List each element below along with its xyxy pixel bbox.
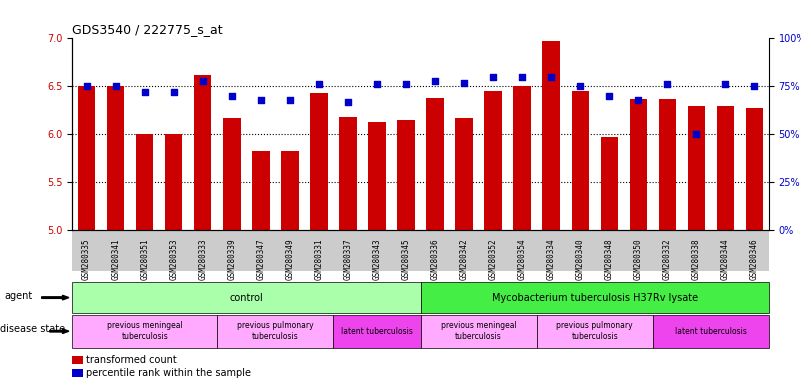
- Text: control: control: [229, 293, 264, 303]
- Point: [167, 89, 180, 95]
- Bar: [658, 99, 676, 230]
- Point: [719, 81, 732, 88]
- Bar: [455, 118, 473, 230]
- Bar: [165, 134, 183, 230]
- Bar: [136, 134, 153, 230]
- Bar: [310, 93, 328, 230]
- Point: [748, 83, 761, 89]
- Point: [400, 81, 413, 88]
- Point: [545, 74, 557, 80]
- Text: previous pulmonary
tuberculosis: previous pulmonary tuberculosis: [237, 321, 314, 341]
- Bar: [194, 75, 211, 230]
- Text: previous meningeal
tuberculosis: previous meningeal tuberculosis: [107, 321, 183, 341]
- Text: previous meningeal
tuberculosis: previous meningeal tuberculosis: [441, 321, 517, 341]
- Bar: [252, 151, 269, 230]
- Bar: [397, 120, 415, 230]
- Bar: [223, 118, 240, 230]
- Text: percentile rank within the sample: percentile rank within the sample: [86, 368, 251, 378]
- Text: GDS3540 / 222775_s_at: GDS3540 / 222775_s_at: [72, 23, 223, 36]
- Point: [255, 97, 268, 103]
- Point: [457, 79, 470, 86]
- Text: disease state: disease state: [0, 324, 65, 334]
- Bar: [542, 41, 560, 230]
- Point: [632, 97, 645, 103]
- Bar: [281, 151, 299, 230]
- Point: [139, 89, 151, 95]
- Point: [487, 74, 500, 80]
- Text: transformed count: transformed count: [86, 355, 176, 365]
- Text: latent tuberculosis: latent tuberculosis: [341, 327, 413, 336]
- Point: [341, 99, 354, 105]
- Bar: [571, 91, 589, 230]
- Text: Mycobacterium tuberculosis H37Rv lysate: Mycobacterium tuberculosis H37Rv lysate: [492, 293, 698, 303]
- Point: [371, 81, 384, 88]
- Point: [429, 78, 441, 84]
- Bar: [78, 86, 95, 230]
- Bar: [368, 122, 385, 230]
- Point: [603, 93, 616, 99]
- Bar: [687, 106, 705, 230]
- Bar: [630, 99, 647, 230]
- Bar: [601, 137, 618, 230]
- Bar: [339, 117, 356, 230]
- Point: [284, 97, 296, 103]
- Bar: [717, 106, 734, 230]
- Bar: [107, 86, 124, 230]
- Text: agent: agent: [4, 291, 32, 301]
- Point: [516, 74, 529, 80]
- Point: [225, 93, 238, 99]
- Point: [80, 83, 93, 89]
- Point: [109, 83, 122, 89]
- Bar: [746, 108, 763, 230]
- Bar: [485, 91, 501, 230]
- Point: [196, 78, 209, 84]
- Point: [690, 131, 702, 137]
- Point: [661, 81, 674, 88]
- Text: previous pulmonary
tuberculosis: previous pulmonary tuberculosis: [557, 321, 633, 341]
- Point: [312, 81, 325, 88]
- Text: latent tuberculosis: latent tuberculosis: [675, 327, 747, 336]
- Bar: [513, 86, 531, 230]
- Point: [574, 83, 586, 89]
- Bar: [426, 98, 444, 230]
